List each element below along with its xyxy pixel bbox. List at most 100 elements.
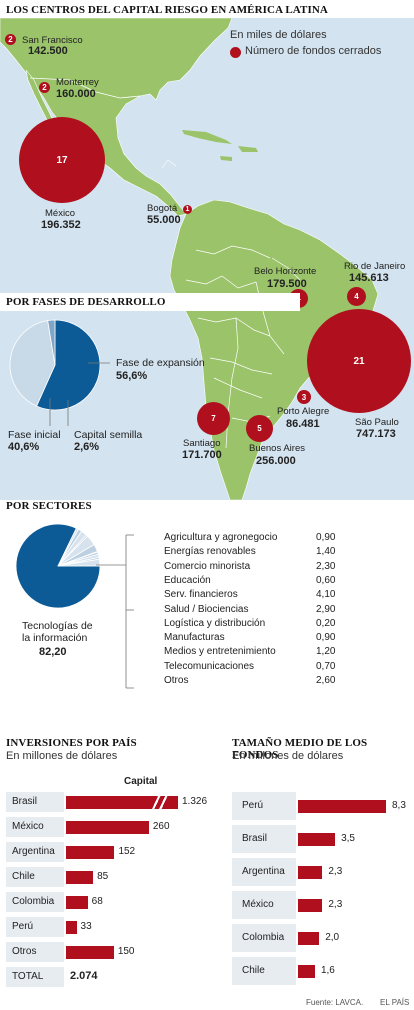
row-label-bg <box>6 942 64 962</box>
sector-value: 0,90 <box>316 632 336 644</box>
sector-main-label: la información <box>22 632 88 644</box>
sector-main-value: 82,20 <box>39 646 67 658</box>
bar-value-label: 2,3 <box>328 899 343 910</box>
sector-value: 2,30 <box>316 560 336 572</box>
city-value: 145.613 <box>349 272 389 284</box>
city-value: 747.173 <box>356 428 396 440</box>
bar <box>66 871 94 884</box>
fund-size-title: TAMAÑO MEDIO DE LOS FONDOS <box>232 737 368 761</box>
bar-category-label: Chile <box>12 871 35 882</box>
row-label-bg <box>232 891 296 919</box>
bar-category-label: Otros <box>12 946 37 957</box>
funds-bubble: 1 <box>183 205 192 214</box>
investments-subtitle: En millones de dólares <box>6 750 118 762</box>
row-label-bg <box>6 967 64 987</box>
bar-value-label: 2,0 <box>325 932 340 943</box>
investments-column-header: Capital <box>124 776 158 787</box>
sector-value: 0,20 <box>316 617 336 629</box>
phases-header-bg <box>0 293 300 311</box>
sector-value: 0,60 <box>316 574 336 586</box>
phase-value: 56,6% <box>116 370 148 382</box>
bar <box>298 800 386 813</box>
bar-category-label: Perú <box>12 921 34 932</box>
funds-bubble: 2 <box>39 82 50 93</box>
sector-value: 2,90 <box>316 603 336 615</box>
pie-slice <box>9 320 56 407</box>
bar <box>66 796 178 809</box>
row-label-bg <box>6 792 64 812</box>
bar-value-label: 2,3 <box>328 866 343 877</box>
sector-value: 2,60 <box>316 675 336 686</box>
sector-name: Manufacturas <box>164 632 225 644</box>
footer-brand: EL PAÍS <box>380 998 410 1007</box>
row-label-bg <box>6 817 64 837</box>
fund-size-subtitle: En millones de dólares <box>232 750 344 762</box>
funds-bubble: 5 <box>246 415 273 442</box>
pie-slice <box>47 319 56 366</box>
sector-row: Telecomunicaciones 0,70 <box>164 661 354 675</box>
sectors-pie-chart <box>15 523 101 609</box>
legend-funds-label: Número de fondos cerrados <box>245 45 382 57</box>
sector-value: 4,10 <box>316 589 336 601</box>
bar-value-label: 260 <box>152 821 170 832</box>
sector-name: Educación <box>164 574 211 586</box>
funds-bubble: 4 <box>347 287 366 306</box>
sector-row: Medios y entretenimiento 1,20 <box>164 646 354 660</box>
sector-row: Educación 0,60 <box>164 575 354 589</box>
phase-label: Capital semilla <box>74 429 143 441</box>
city-name: Buenos Aires <box>249 443 305 454</box>
city-value: 179.500 <box>267 278 307 290</box>
city-name: Belo Horizonte <box>254 266 317 277</box>
funds-bubble: 17 <box>19 117 105 203</box>
bar-value-label: 33 <box>80 921 92 932</box>
sector-name: Energías renovables <box>164 546 256 558</box>
bar-category-label: Brasil <box>242 833 268 844</box>
bar-category-label: Argentina <box>242 866 285 877</box>
legend-funds-dot <box>230 47 241 58</box>
city-name: São Paulo <box>355 417 399 428</box>
sector-value: 1,20 <box>316 646 336 658</box>
bar-value-label: 68 <box>91 896 103 907</box>
total-value: 2.074 <box>70 970 98 982</box>
city-value: 142.500 <box>28 45 68 57</box>
row-label-bg <box>6 842 64 862</box>
bar <box>298 965 315 978</box>
city-name: México <box>45 208 76 219</box>
city-value: 160.000 <box>56 88 96 100</box>
bar-value-label: 152 <box>118 846 136 857</box>
investments-bar-chart: Brasil 1.326 México 260 Argentina 152 Chile 85 C… <box>0 788 214 988</box>
city-name: Porto Alegre <box>277 406 330 417</box>
sector-row: Otros 2,60 <box>164 675 354 689</box>
funds-bubble: 2 <box>5 34 16 45</box>
sector-name: Medios y entretenimiento <box>164 646 276 658</box>
city-value: 86.481 <box>286 418 320 430</box>
row-label-bg <box>232 924 296 952</box>
sector-name: Logística y distribución <box>164 617 266 629</box>
city-value: 196.352 <box>41 219 81 231</box>
city-value: 171.700 <box>182 449 222 461</box>
bar-value-label: 1.326 <box>182 796 208 807</box>
city-name: Monterrey <box>56 77 99 88</box>
pie-slice <box>57 558 101 567</box>
funds-bubble: 3 <box>297 390 311 404</box>
bar-category-label: Colombia <box>242 932 285 943</box>
bar <box>298 899 323 912</box>
sector-row: Serv. financieros 4,10 <box>164 589 354 603</box>
phases-pie-chart <box>9 319 101 411</box>
sector-name: Agricultura y agronegocio <box>164 532 278 543</box>
bar-value-label: 3,5 <box>341 833 355 844</box>
sector-row: Energías renovables 1,40 <box>164 546 354 560</box>
phase-label: Fase de expansión <box>116 357 205 369</box>
pie-slice <box>36 319 101 411</box>
funds-bubble: 7 <box>197 402 230 435</box>
row-label-bg <box>232 825 296 853</box>
bar-value-label: 150 <box>117 946 135 957</box>
bar-value-label: 1,6 <box>320 965 335 976</box>
sector-row: Agricultura y agronegocio 0,90 <box>164 532 354 546</box>
city-value: 55.000 <box>147 214 181 226</box>
sector-row: Logística y distribución 0,20 <box>164 618 354 632</box>
fund-size-bar-chart: Perú 8,3 Brasil 3,5 Argentina 2,3 México 2,3 Col… <box>232 788 414 994</box>
footer-source: Fuente: LAVCA. <box>306 998 364 1007</box>
row-label-bg <box>6 917 64 937</box>
bar <box>66 921 77 934</box>
